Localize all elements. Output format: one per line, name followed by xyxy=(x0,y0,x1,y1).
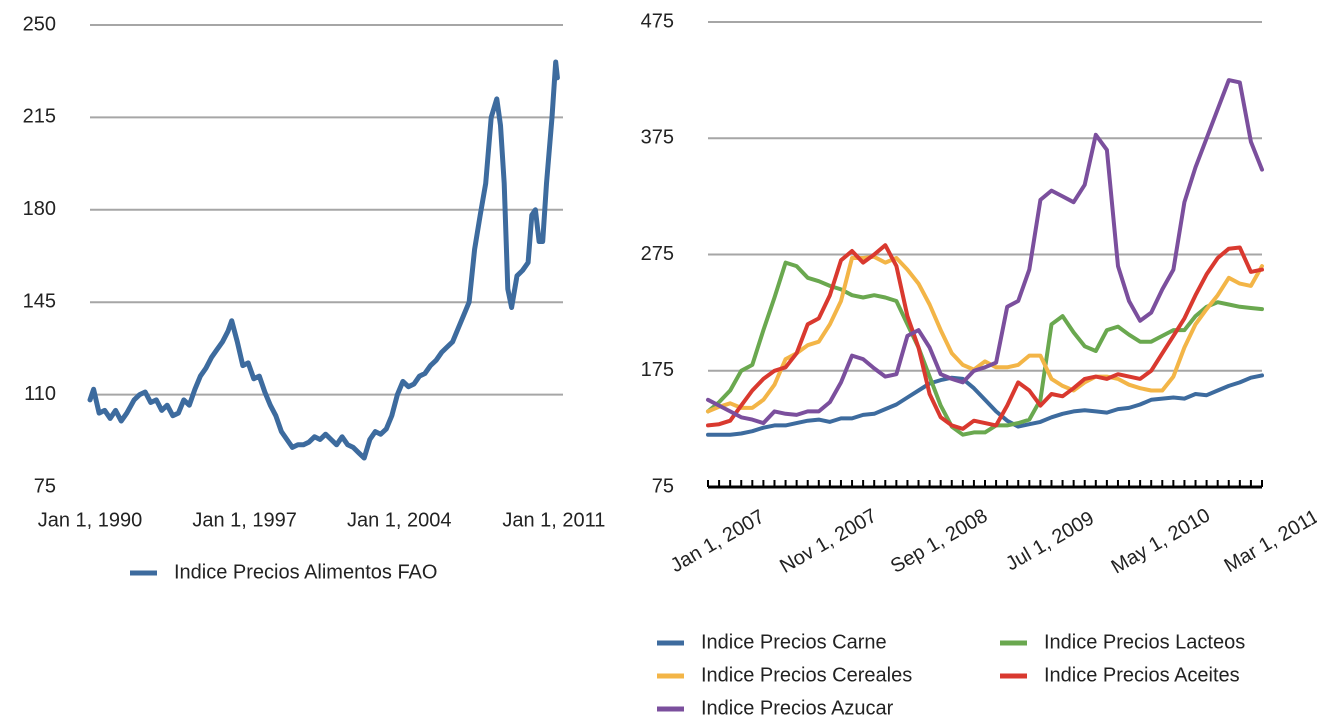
series-line xyxy=(706,254,1264,414)
y-tick-label: 145 xyxy=(23,290,56,312)
y-tick-label: 175 xyxy=(641,359,674,381)
x-tick-label: Nov 1, 2007 xyxy=(776,505,880,578)
x-tick-label: Jan 1, 2007 xyxy=(667,506,769,577)
series-line xyxy=(706,373,1264,437)
x-tick-label: Jul 1, 2009 xyxy=(1002,507,1098,575)
series-line xyxy=(87,59,560,461)
x-tick-label: Sep 1, 2008 xyxy=(887,505,991,578)
y-tick-label: 75 xyxy=(34,475,56,497)
y-tick-label: 250 xyxy=(23,13,56,35)
x-tick-label: Jan 1, 2011 xyxy=(502,509,605,531)
legend-label: Indice Precios Lacteos xyxy=(1044,631,1245,653)
legend-label: Indice Precios Cereales xyxy=(701,664,912,686)
legend-label: Indice Precios Aceites xyxy=(1044,664,1240,686)
y-tick-label: 110 xyxy=(24,383,56,405)
legend-label: Indice Precios Azucar xyxy=(701,697,894,719)
x-tick-label: May 1, 2010 xyxy=(1108,504,1214,578)
x-tick-label: Jan 1, 2004 xyxy=(347,509,452,531)
x-tick-label: Mar 1, 2011 xyxy=(1221,506,1317,578)
y-tick-label: 75 xyxy=(652,475,674,497)
series-line xyxy=(706,78,1264,426)
y-tick-label: 375 xyxy=(641,127,674,149)
series-line xyxy=(706,243,1264,431)
series-line xyxy=(706,260,1264,437)
y-tick-label: 215 xyxy=(23,106,56,128)
x-tick-label: Jan 1, 1990 xyxy=(38,509,143,531)
legend-label: Indice Precios Carne xyxy=(701,631,887,653)
legend-label: Indice Precios Alimentos FAO xyxy=(174,561,437,583)
y-tick-label: 475 xyxy=(641,10,674,32)
y-tick-label: 275 xyxy=(641,243,674,265)
x-tick-label: Jan 1, 1997 xyxy=(192,509,297,531)
y-tick-label: 180 xyxy=(23,198,56,220)
